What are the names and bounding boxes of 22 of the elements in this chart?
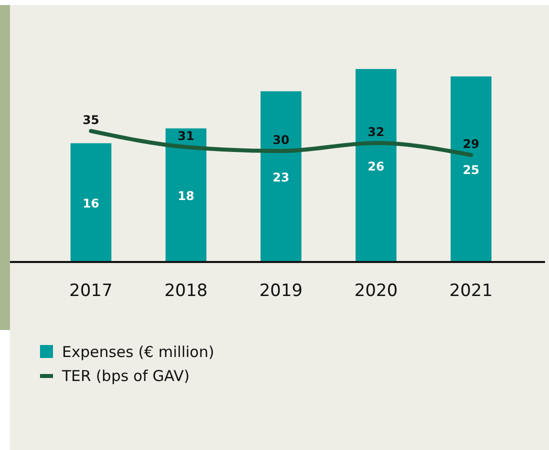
data-label: 26 bbox=[368, 160, 384, 174]
bar bbox=[450, 76, 492, 262]
data-label: 23 bbox=[272, 170, 290, 185]
x-tick-label: 2021 bbox=[449, 281, 493, 301]
bar bbox=[70, 143, 112, 262]
data-label: 18 bbox=[178, 189, 194, 204]
data-label: 16 bbox=[82, 196, 100, 211]
x-tick-label: 2020 bbox=[354, 281, 398, 301]
legend-label: Expenses (€ million) bbox=[62, 343, 214, 361]
data-label: 31 bbox=[178, 129, 194, 143]
bar bbox=[356, 69, 396, 262]
x-tick-label: 2018 bbox=[164, 281, 208, 301]
bar bbox=[260, 91, 302, 262]
data-label: 35 bbox=[82, 113, 100, 127]
data-label: 25 bbox=[462, 163, 480, 178]
x-tick-label: 2019 bbox=[259, 281, 303, 301]
data-label: 29 bbox=[462, 137, 480, 151]
legend-label: TER (bps of GAV) bbox=[61, 367, 190, 385]
data-label: 30 bbox=[272, 133, 290, 147]
bar bbox=[166, 128, 206, 262]
x-tick-label: 2017 bbox=[69, 281, 113, 301]
data-label: 32 bbox=[368, 125, 384, 139]
